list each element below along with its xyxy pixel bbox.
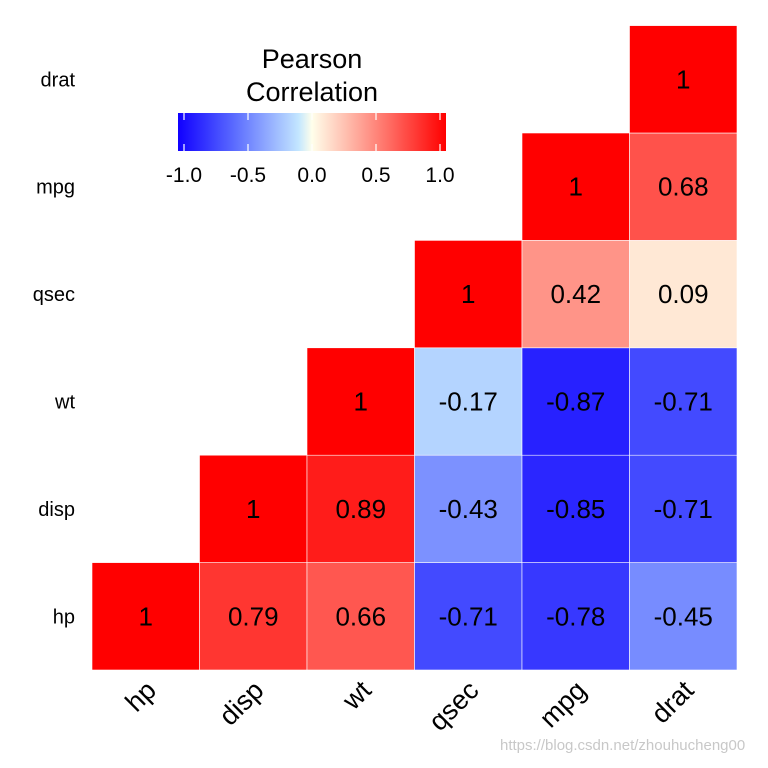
cell-value-label: 0.42 bbox=[550, 279, 601, 309]
legend-title-line2: Correlation bbox=[246, 77, 378, 107]
cell-value-label: -0.45 bbox=[654, 601, 713, 631]
cell-value-label: -0.85 bbox=[546, 494, 605, 524]
cell-value-label: -0.17 bbox=[439, 387, 498, 417]
legend-tick-label: 0.5 bbox=[361, 164, 390, 187]
x-tick-label: disp bbox=[213, 675, 269, 731]
cell-value-label: -0.87 bbox=[546, 387, 605, 417]
legend-tick-label: -1.0 bbox=[166, 164, 202, 187]
heatmap-cell-drat-drat bbox=[629, 25, 738, 134]
cell-value-label: 1 bbox=[246, 494, 260, 524]
heatmap-cell-hp-hp bbox=[91, 562, 200, 671]
x-tick-label: wt bbox=[336, 675, 377, 716]
cell-value-label: -0.78 bbox=[546, 601, 605, 631]
y-tick-label: disp bbox=[38, 499, 75, 521]
y-tick-label: mpg bbox=[36, 177, 75, 199]
cell-value-label: 0.68 bbox=[658, 172, 709, 202]
x-tick-label: drat bbox=[645, 675, 699, 729]
legend-tick-label: 1.0 bbox=[425, 164, 454, 187]
cell-value-label: -0.43 bbox=[439, 494, 498, 524]
cell-value-label: 1 bbox=[569, 172, 583, 202]
cell-value-label: 1 bbox=[354, 387, 368, 417]
cell-value-label: -0.71 bbox=[439, 601, 498, 631]
x-axis-labels: hp disp wt qsec mpg drat bbox=[120, 675, 700, 737]
y-tick-label: hp bbox=[53, 606, 75, 628]
heatmap-cell-qsec-disp bbox=[414, 454, 523, 563]
cell-value-label: 0.66 bbox=[335, 601, 386, 631]
cell-value-label: 0.79 bbox=[228, 601, 279, 631]
cell-value-label: 1 bbox=[676, 64, 690, 94]
heatmap-cell-drat-hp bbox=[629, 562, 738, 671]
heatmap-cell-disp-hp bbox=[199, 562, 308, 671]
heatmap-cell-mpg-disp bbox=[521, 454, 630, 563]
cell-value-label: 0.09 bbox=[658, 279, 709, 309]
heatmap-cell-qsec-wt bbox=[414, 347, 523, 456]
heatmap-cell-drat-wt bbox=[629, 347, 738, 456]
cell-value-label: -0.71 bbox=[654, 494, 713, 524]
legend-tick-label: 0.0 bbox=[297, 164, 326, 187]
heatmap-cell-wt-wt bbox=[306, 347, 415, 456]
x-tick-label: qsec bbox=[423, 675, 485, 737]
heatmap-cell-wt-hp bbox=[306, 562, 415, 671]
heatmap-cell-qsec-qsec bbox=[414, 240, 523, 349]
y-tick-label: qsec bbox=[33, 284, 75, 306]
heatmap-cell-mpg-mpg bbox=[521, 132, 630, 241]
heatmap-cell-disp-disp bbox=[199, 454, 308, 563]
x-tick-label: mpg bbox=[534, 675, 592, 733]
legend: Pearson Correlation -1.0 -0.5 0.0 0.5 1.0 bbox=[166, 44, 455, 187]
cell-value-label: 0.89 bbox=[335, 494, 386, 524]
heatmap-cell-wt-disp bbox=[306, 454, 415, 563]
y-tick-label: drat bbox=[41, 69, 76, 91]
legend-title-line1: Pearson bbox=[262, 44, 363, 74]
heatmap-cell-mpg-hp bbox=[521, 562, 630, 671]
heatmap-cell-mpg-qsec bbox=[521, 240, 630, 349]
y-tick-label: wt bbox=[54, 392, 75, 414]
cell-value-label: -0.71 bbox=[654, 387, 713, 417]
cell-value-label: 1 bbox=[139, 601, 153, 631]
heatmap-cells: 1 0.79 0.66 -0.71 -0.78 -0.45 1 0.89 -0.43 -0.85 -… bbox=[91, 25, 738, 671]
watermark: https://blog.csdn.net/zhouhucheng00 bbox=[500, 737, 746, 754]
x-tick-label: hp bbox=[120, 675, 162, 717]
legend-tick-label: -0.5 bbox=[230, 164, 266, 187]
heatmap-cell-drat-mpg bbox=[629, 132, 738, 241]
y-axis-labels: hp disp wt qsec mpg drat bbox=[33, 69, 76, 628]
cell-value-label: 1 bbox=[461, 279, 475, 309]
